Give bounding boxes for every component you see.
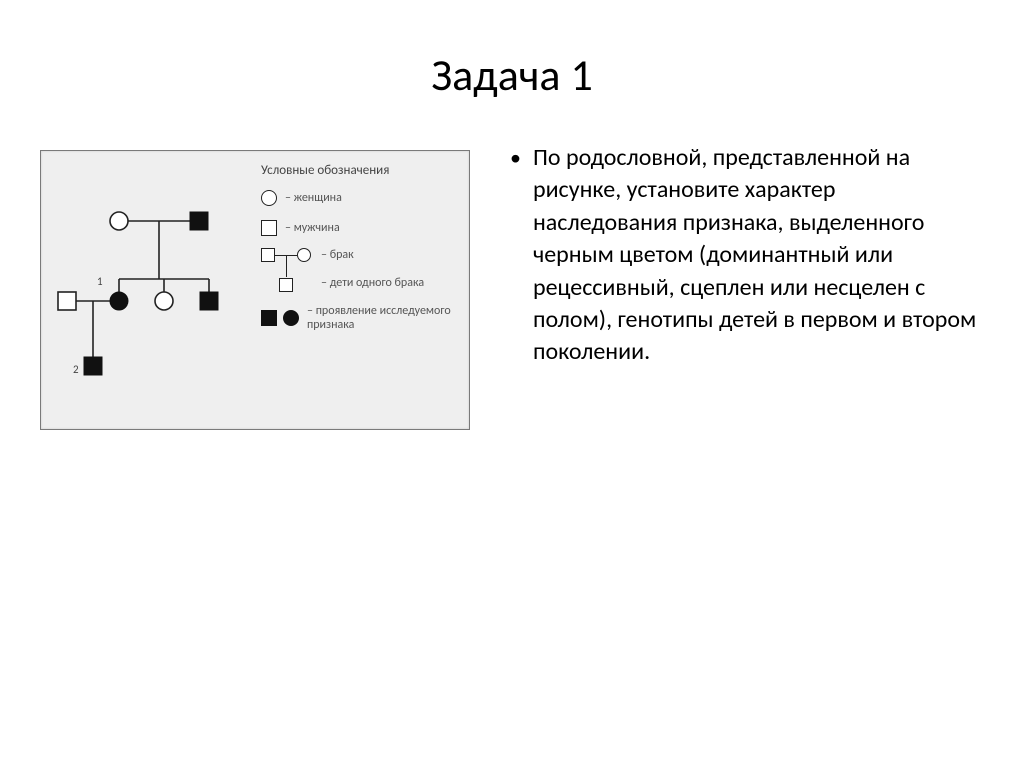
legend-label: – женщина: [285, 191, 342, 205]
legend-row-affected: – проявление исследуемого признака: [261, 304, 461, 332]
circle-filled-icon: [283, 310, 299, 326]
legend-label: – мужчина: [285, 221, 340, 235]
circle-open-icon: [261, 190, 277, 206]
legend-label: – брак: [321, 248, 424, 262]
legend-row-marriage: – брак – дети одного брака: [261, 248, 461, 294]
page-title: Задача 1: [0, 0, 1024, 142]
legend-label: – проявление исследуемого признака: [307, 304, 461, 332]
pedigree-svg: 1 2: [49, 201, 249, 401]
square-open-icon: [261, 220, 277, 236]
figure-column: 1 2 Условные обозначения – женщина – муж…: [40, 142, 480, 430]
bullet-text: По родословной, представленной на рисунк…: [533, 142, 984, 369]
legend-row-female: – женщина: [261, 188, 461, 208]
legend-row-male: – мужчина: [261, 218, 461, 238]
content-row: 1 2 Условные обозначения – женщина – муж…: [0, 142, 1024, 430]
pedigree-chart: 1 2: [49, 201, 249, 401]
pedigree-figure: 1 2 Условные обозначения – женщина – муж…: [40, 150, 470, 430]
text-column: • По родословной, представленной на рису…: [510, 142, 984, 430]
square-filled-icon: [261, 310, 277, 326]
slide: Задача 1: [0, 0, 1024, 767]
legend-label: – дети одного брака: [321, 276, 424, 290]
marriage-icon: [261, 248, 313, 294]
gen-label-2: 2: [73, 363, 79, 376]
bullet-icon: •: [510, 142, 521, 174]
gen-label-1: 1: [97, 275, 103, 288]
bullet-item: • По родословной, представленной на рису…: [510, 142, 984, 369]
filled-pair-icon: [261, 310, 299, 326]
legend-title: Условные обозначения: [261, 163, 461, 178]
legend: Условные обозначения – женщина – мужчина: [261, 163, 461, 342]
